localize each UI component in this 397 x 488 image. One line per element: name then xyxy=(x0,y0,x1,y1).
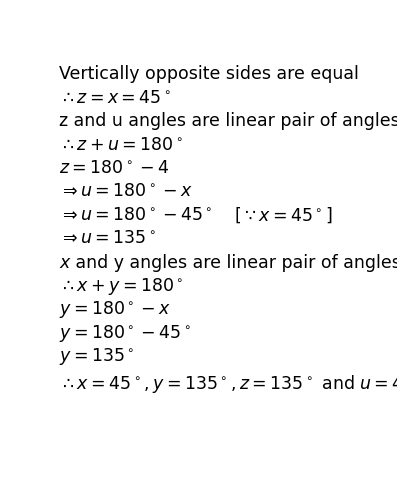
Text: $y = 180^\circ - x$: $y = 180^\circ - x$ xyxy=(59,300,171,321)
Text: $\Rightarrow u = 180^\circ - x$: $\Rightarrow u = 180^\circ - x$ xyxy=(59,182,193,200)
Text: $z = 180^\circ - 4$: $z = 180^\circ - 4$ xyxy=(59,159,169,177)
Text: $y = 180^\circ - 45^\circ$: $y = 180^\circ - 45^\circ$ xyxy=(59,323,191,344)
Text: $\Rightarrow u = 180^\circ - 45^\circ$: $\Rightarrow u = 180^\circ - 45^\circ$ xyxy=(59,206,212,224)
Text: $\Rightarrow u = 135^\circ$: $\Rightarrow u = 135^\circ$ xyxy=(59,229,156,247)
Text: $\therefore x = 45^\circ, y = 135^\circ, z = 135^\circ$ and $u = 45^\circ$: $\therefore x = 45^\circ, y = 135^\circ,… xyxy=(59,373,397,395)
Text: z and u angles are linear pair of angles: z and u angles are linear pair of angles xyxy=(59,112,397,130)
Text: $x$: $x$ xyxy=(59,254,72,272)
Text: $\therefore z + u = 180^\circ$: $\therefore z + u = 180^\circ$ xyxy=(59,136,183,154)
Text: Vertically opposite sides are equal: Vertically opposite sides are equal xyxy=(59,65,359,83)
Text: $\therefore x + y = 180^\circ$: $\therefore x + y = 180^\circ$ xyxy=(59,276,183,297)
Text: and y angles are linear pair of angles: and y angles are linear pair of angles xyxy=(70,254,397,272)
Text: $[\because x = 45^\circ]$: $[\because x = 45^\circ]$ xyxy=(234,205,333,224)
Text: $y = 135^\circ$: $y = 135^\circ$ xyxy=(59,346,134,367)
Text: $\therefore z = x = 45^\circ$: $\therefore z = x = 45^\circ$ xyxy=(59,89,171,107)
